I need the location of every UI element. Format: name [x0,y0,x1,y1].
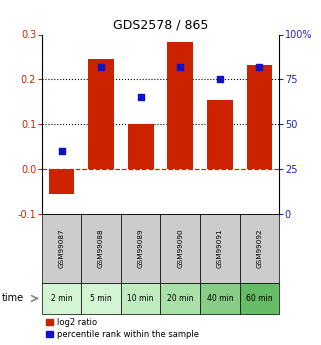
Text: GSM99089: GSM99089 [138,229,144,268]
Bar [42,283,81,314]
Bar [168,42,193,169]
Text: 10 min: 10 min [127,294,154,303]
Text: 20 min: 20 min [167,294,194,303]
Bar [240,283,279,314]
Text: 5 min: 5 min [90,294,112,303]
Bar [240,214,279,283]
Point [59,148,64,154]
Point [178,64,183,70]
Bar [200,214,240,283]
Bar [207,100,233,169]
Text: 2 min: 2 min [51,294,72,303]
Text: GSM99090: GSM99090 [177,229,183,268]
Bar [121,214,160,283]
Bar [81,214,121,283]
Bar [160,283,200,314]
Text: GSM99088: GSM99088 [98,229,104,268]
Bar [200,283,240,314]
Bar [42,214,81,283]
Text: GSM99091: GSM99091 [217,229,223,268]
Text: 60 min: 60 min [246,294,273,303]
Bar [121,283,160,314]
Bar [247,65,272,169]
Bar [49,169,74,194]
Legend: log2 ratio, percentile rank within the sample: log2 ratio, percentile rank within the s… [46,318,199,338]
Point [99,64,104,70]
Bar [88,59,114,169]
Point [257,64,262,70]
Text: time: time [2,294,24,303]
Text: GSM99092: GSM99092 [256,229,263,268]
Point [217,77,222,82]
Text: 40 min: 40 min [207,294,233,303]
Bar [81,283,121,314]
Bar [128,124,153,169]
Text: GSM99087: GSM99087 [58,229,65,268]
Point [138,95,143,100]
Bar [160,214,200,283]
Title: GDS2578 / 865: GDS2578 / 865 [113,19,208,32]
